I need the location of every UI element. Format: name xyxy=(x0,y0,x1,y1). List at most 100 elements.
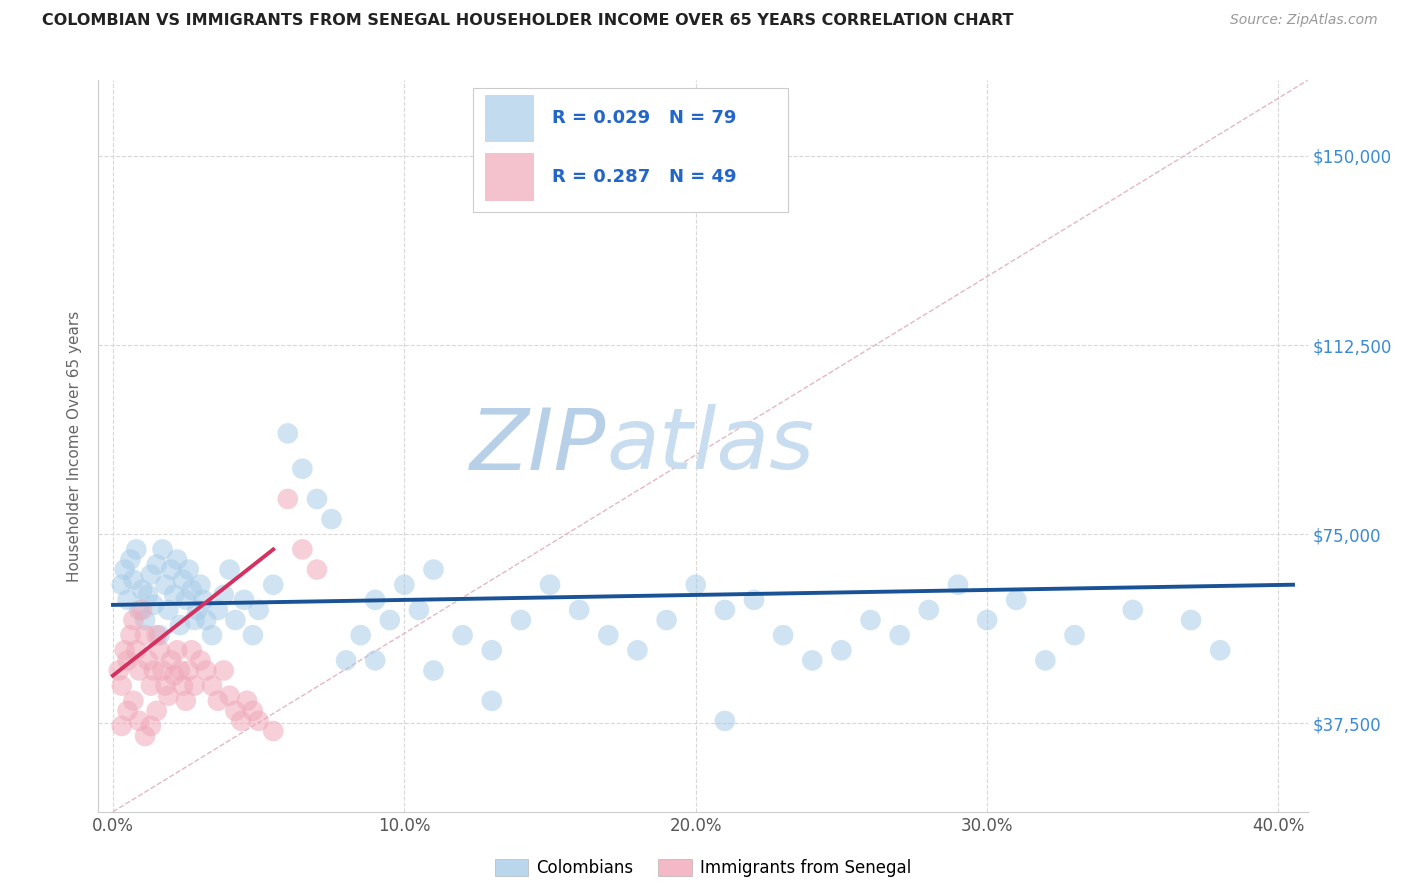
Point xyxy=(335,653,357,667)
Point xyxy=(772,628,794,642)
Point xyxy=(108,664,131,678)
Point xyxy=(422,563,444,577)
Point xyxy=(142,598,165,612)
Point xyxy=(157,689,180,703)
Point xyxy=(117,592,139,607)
Text: COLOMBIAN VS IMMIGRANTS FROM SENEGAL HOUSEHOLDER INCOME OVER 65 YEARS CORRELATIO: COLOMBIAN VS IMMIGRANTS FROM SENEGAL HOU… xyxy=(42,13,1014,29)
Point xyxy=(128,664,150,678)
Point xyxy=(946,578,969,592)
Point xyxy=(160,653,183,667)
Point xyxy=(262,724,284,739)
Text: Source: ZipAtlas.com: Source: ZipAtlas.com xyxy=(1230,13,1378,28)
Point xyxy=(364,653,387,667)
Point xyxy=(626,643,648,657)
Point xyxy=(509,613,531,627)
Point xyxy=(422,664,444,678)
Point xyxy=(166,643,188,657)
Point xyxy=(236,694,259,708)
Point xyxy=(364,592,387,607)
Point xyxy=(350,628,373,642)
Point xyxy=(224,613,246,627)
Point xyxy=(291,461,314,475)
Point xyxy=(277,426,299,441)
Point xyxy=(125,542,148,557)
Point xyxy=(155,679,177,693)
Point xyxy=(134,628,156,642)
Point xyxy=(111,578,134,592)
Point xyxy=(152,542,174,557)
Point xyxy=(166,552,188,566)
Point xyxy=(655,613,678,627)
Point xyxy=(242,704,264,718)
Point xyxy=(207,603,229,617)
Point xyxy=(1063,628,1085,642)
Point xyxy=(714,603,737,617)
Point xyxy=(976,613,998,627)
Point xyxy=(207,694,229,708)
Point xyxy=(134,613,156,627)
Point xyxy=(242,628,264,642)
Point xyxy=(801,653,824,667)
Point xyxy=(224,704,246,718)
Point xyxy=(131,582,153,597)
Point xyxy=(193,592,215,607)
Point xyxy=(481,694,503,708)
Point xyxy=(117,704,139,718)
Point xyxy=(714,714,737,728)
Point xyxy=(136,588,159,602)
Point xyxy=(120,628,142,642)
Point xyxy=(122,573,145,587)
Point xyxy=(157,603,180,617)
Point xyxy=(136,653,159,667)
Point xyxy=(408,603,430,617)
Point xyxy=(180,582,202,597)
Point xyxy=(212,588,235,602)
Point xyxy=(233,592,256,607)
Point xyxy=(114,643,136,657)
Point xyxy=(149,628,172,642)
Point xyxy=(169,618,191,632)
Point xyxy=(321,512,343,526)
Point xyxy=(918,603,941,617)
Point xyxy=(742,592,765,607)
Point xyxy=(152,664,174,678)
Point xyxy=(1005,592,1028,607)
Point xyxy=(451,628,474,642)
Point xyxy=(174,592,197,607)
Legend: Colombians, Immigrants from Senegal: Colombians, Immigrants from Senegal xyxy=(488,853,918,884)
Point xyxy=(262,578,284,592)
Point xyxy=(201,628,224,642)
Point xyxy=(212,664,235,678)
Point xyxy=(122,694,145,708)
Point xyxy=(218,563,240,577)
Y-axis label: Householder Income Over 65 years: Householder Income Over 65 years xyxy=(67,310,83,582)
Text: R = 0.287   N = 49: R = 0.287 N = 49 xyxy=(553,168,737,186)
Point xyxy=(149,643,172,657)
Point xyxy=(128,714,150,728)
Point xyxy=(172,573,194,587)
Point xyxy=(145,704,167,718)
Point xyxy=(231,714,253,728)
Point xyxy=(183,679,205,693)
Point xyxy=(180,643,202,657)
Text: atlas: atlas xyxy=(606,404,814,488)
Point xyxy=(111,719,134,733)
Point xyxy=(177,563,200,577)
Point xyxy=(1209,643,1232,657)
Point xyxy=(172,679,194,693)
Point xyxy=(131,603,153,617)
Point xyxy=(142,664,165,678)
Text: ZIP: ZIP xyxy=(470,404,606,488)
Point xyxy=(145,558,167,572)
Point xyxy=(394,578,416,592)
Point xyxy=(195,664,218,678)
Point xyxy=(218,689,240,703)
Point xyxy=(190,578,212,592)
Point xyxy=(1033,653,1056,667)
Point xyxy=(163,668,186,682)
Point xyxy=(201,679,224,693)
Point xyxy=(247,714,270,728)
Point xyxy=(247,603,270,617)
Point xyxy=(1180,613,1202,627)
Point xyxy=(145,628,167,642)
